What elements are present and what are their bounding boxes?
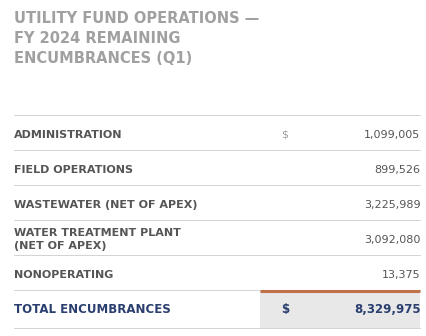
- Text: 8,329,975: 8,329,975: [354, 303, 420, 316]
- Text: $: $: [281, 303, 289, 316]
- Text: ADMINISTRATION: ADMINISTRATION: [14, 130, 123, 140]
- FancyBboxPatch shape: [259, 291, 420, 328]
- Text: TOTAL ENCUMBRANCES: TOTAL ENCUMBRANCES: [14, 303, 171, 316]
- Text: 1,099,005: 1,099,005: [364, 130, 420, 140]
- Text: WASTEWATER (NET OF APEX): WASTEWATER (NET OF APEX): [14, 200, 198, 210]
- Text: 899,526: 899,526: [374, 165, 420, 175]
- Text: 3,225,989: 3,225,989: [364, 200, 420, 210]
- Text: 13,375: 13,375: [382, 269, 420, 280]
- Text: $: $: [282, 130, 288, 140]
- Text: 3,092,080: 3,092,080: [364, 235, 420, 245]
- Text: WATER TREATMENT PLANT
(NET OF APEX): WATER TREATMENT PLANT (NET OF APEX): [14, 228, 181, 251]
- Text: NONOPERATING: NONOPERATING: [14, 269, 113, 280]
- Text: FIELD OPERATIONS: FIELD OPERATIONS: [14, 165, 133, 175]
- Text: UTILITY FUND OPERATIONS —
FY 2024 REMAINING
ENCUMBRANCES (Q1): UTILITY FUND OPERATIONS — FY 2024 REMAIN…: [14, 11, 259, 66]
